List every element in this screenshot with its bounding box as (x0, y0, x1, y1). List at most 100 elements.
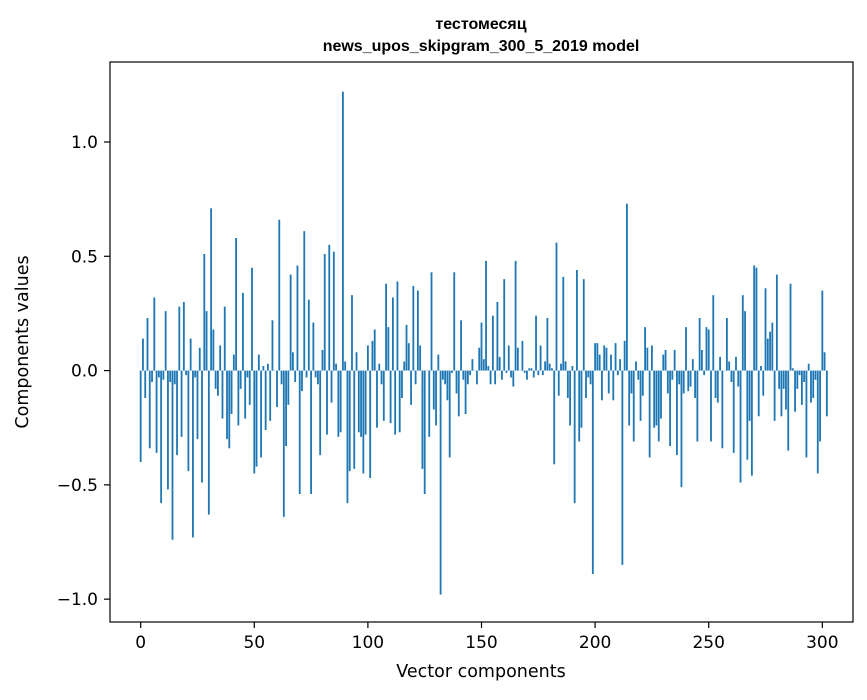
bar-component-211 (619, 359, 621, 370)
bar-component-192 (576, 270, 578, 371)
bar-component-131 (437, 355, 439, 371)
bar-component-293 (806, 371, 808, 458)
bar-component-170 (526, 371, 528, 380)
bar-component-1 (142, 339, 144, 371)
bar-component-273 (760, 366, 762, 371)
bar-component-272 (758, 371, 760, 417)
x-tick-label: 100 (352, 633, 384, 653)
bar-component-301 (824, 352, 826, 370)
bar-component-205 (606, 348, 608, 371)
bar-component-34 (217, 371, 219, 396)
bar-component-216 (631, 371, 633, 394)
bar-component-166 (517, 348, 519, 371)
bar-component-229 (660, 371, 662, 419)
bar-component-233 (669, 371, 671, 446)
bar-component-93 (351, 295, 353, 370)
bar-component-30 (208, 371, 210, 515)
bar-component-26 (199, 348, 201, 371)
bar-component-198 (590, 371, 592, 385)
bar-component-65 (287, 371, 289, 405)
bar-component-199 (592, 371, 594, 574)
bar-component-63 (283, 371, 285, 517)
bar-component-175 (537, 371, 539, 376)
bar-component-262 (735, 357, 737, 371)
bar-component-189 (569, 371, 571, 426)
bar-component-86 (335, 364, 337, 371)
bar-component-218 (635, 361, 637, 370)
bar-component-28 (203, 254, 205, 371)
bar-component-85 (333, 252, 335, 371)
bar-component-249 (706, 327, 708, 370)
bar-component-152 (485, 261, 487, 371)
bar-component-40 (231, 371, 233, 414)
bar-component-55 (265, 371, 267, 430)
bar-component-123 (419, 345, 421, 370)
bar-component-39 (228, 371, 230, 449)
bar-component-115 (401, 371, 403, 398)
bar-component-101 (369, 371, 371, 478)
bar-component-21 (187, 371, 189, 472)
bar-component-213 (624, 341, 626, 371)
bar-component-300 (821, 291, 823, 371)
bar-component-196 (585, 371, 587, 398)
bar-component-6 (153, 297, 155, 370)
bar-component-84 (331, 371, 333, 403)
bar-component-214 (626, 204, 628, 371)
bar-component-280 (776, 275, 778, 371)
bar-component-294 (808, 364, 810, 371)
bar-component-107 (383, 371, 385, 421)
bar-component-182 (553, 371, 555, 465)
chart-title-line-1: тестомесяц (435, 16, 526, 33)
bar-component-282 (781, 371, 783, 417)
bar-component-154 (490, 371, 492, 385)
bar-component-127 (428, 371, 430, 437)
bar-component-302 (826, 371, 828, 417)
bar-component-140 (458, 371, 460, 417)
bar-component-137 (451, 371, 453, 373)
bar-component-173 (533, 371, 535, 378)
bar-component-190 (571, 366, 573, 371)
bar-component-172 (531, 368, 533, 370)
bar-component-11 (165, 311, 167, 370)
bar-component-222 (644, 327, 646, 370)
bar-component-191 (574, 371, 576, 504)
bar-component-164 (512, 371, 514, 387)
bar-component-252 (712, 295, 714, 370)
bar-component-145 (469, 371, 471, 376)
bar-component-144 (467, 371, 469, 385)
bar-component-188 (567, 371, 569, 398)
bar-component-275 (765, 288, 767, 370)
bar-component-239 (683, 371, 685, 394)
bar-component-163 (510, 371, 512, 378)
bar-component-269 (751, 371, 753, 476)
bar-component-184 (558, 371, 560, 396)
y-tick-label: 1.0 (71, 133, 98, 153)
bar-component-92 (349, 371, 351, 472)
bar-component-161 (506, 371, 508, 373)
bar-component-288 (794, 371, 796, 412)
bar-component-266 (744, 311, 746, 370)
bar-component-174 (535, 316, 537, 371)
bar-component-42 (235, 238, 237, 371)
bar-component-226 (653, 371, 655, 428)
x-tick-label: 150 (465, 633, 497, 653)
bar-component-97 (360, 371, 362, 437)
bar-component-76 (312, 323, 314, 371)
bar-component-33 (215, 371, 217, 389)
bar-component-5 (151, 371, 153, 382)
bar-component-100 (367, 345, 369, 370)
bar-component-36 (222, 371, 224, 419)
bar-component-183 (556, 243, 558, 371)
bar-component-148 (476, 371, 478, 385)
bar-component-138 (453, 272, 455, 370)
bar-component-151 (483, 359, 485, 370)
bar-component-200 (594, 343, 596, 370)
bar-component-79 (319, 371, 321, 456)
bar-component-220 (640, 371, 642, 421)
bar-component-224 (649, 371, 651, 458)
bar-component-14 (172, 371, 174, 540)
bar-component-108 (385, 284, 387, 371)
bar-component-2 (144, 371, 146, 398)
bar-component-286 (790, 284, 792, 371)
bar-component-18 (181, 371, 183, 437)
